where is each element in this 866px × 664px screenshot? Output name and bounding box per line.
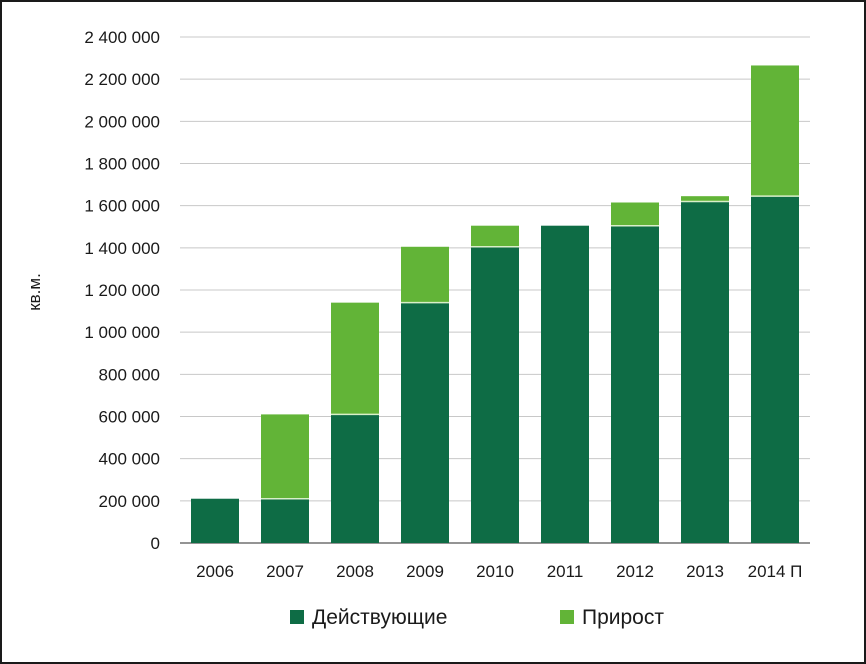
bar-growth	[401, 246, 449, 303]
bar-active	[401, 302, 449, 543]
bar-growth	[751, 65, 799, 197]
y-tick-label: 200 000	[99, 492, 160, 511]
x-tick-label: 2010	[476, 562, 514, 581]
y-tick-label: 600 000	[99, 408, 160, 427]
y-tick-label: 1 600 000	[84, 197, 160, 216]
bar-growth	[611, 202, 659, 226]
bar-active	[751, 196, 799, 543]
x-tick-label: 2006	[196, 562, 234, 581]
x-tick-label: 2011	[547, 562, 584, 581]
y-tick-label: 1 000 000	[84, 323, 160, 342]
legend-swatch	[560, 610, 574, 624]
y-tick-label: 400 000	[99, 450, 160, 469]
bar-active	[681, 201, 729, 543]
bar-growth	[261, 414, 309, 499]
y-tick-label: 2 200 000	[84, 70, 160, 89]
bar-growth	[471, 225, 519, 247]
y-tick-label: 1 800 000	[84, 155, 160, 174]
bar-growth	[681, 196, 729, 202]
bar-active	[261, 498, 309, 543]
y-tick-label: 1 400 000	[84, 239, 160, 258]
y-axis-ticks: 0 200 000 400 000 600 000 800 000 1 000 000 1 …	[84, 28, 160, 553]
x-tick-label: 2007	[266, 562, 304, 581]
x-tick-label: 2013	[686, 562, 724, 581]
x-tick-label: 2009	[406, 562, 444, 581]
legend-label: Прирост	[582, 606, 664, 629]
bar-active	[541, 225, 589, 543]
legend-label: Действующие	[312, 606, 447, 629]
bar-active	[471, 246, 519, 543]
bars	[191, 65, 799, 543]
bar-active	[611, 225, 659, 543]
legend-swatch	[290, 610, 304, 624]
x-axis-ticks: 2006 2007 2008 2009 2010 2011 2012 2013 2014 П	[196, 562, 802, 581]
bar-active	[191, 498, 239, 543]
y-tick-label: 800 000	[99, 365, 160, 384]
y-tick-label: 2 400 000	[84, 28, 160, 47]
y-tick-label: 0	[151, 534, 160, 553]
x-tick-label: 2008	[336, 562, 374, 581]
y-tick-label: 2 000 000	[84, 112, 160, 131]
y-axis-title: кв.м.	[25, 273, 44, 311]
bar-growth	[331, 302, 379, 415]
x-tick-label: 2014 П	[748, 562, 803, 581]
x-tick-label: 2012	[616, 562, 654, 581]
y-tick-label: 1 200 000	[84, 281, 160, 300]
legend: Действующие Прирост	[290, 606, 664, 629]
bar-active	[331, 414, 379, 543]
